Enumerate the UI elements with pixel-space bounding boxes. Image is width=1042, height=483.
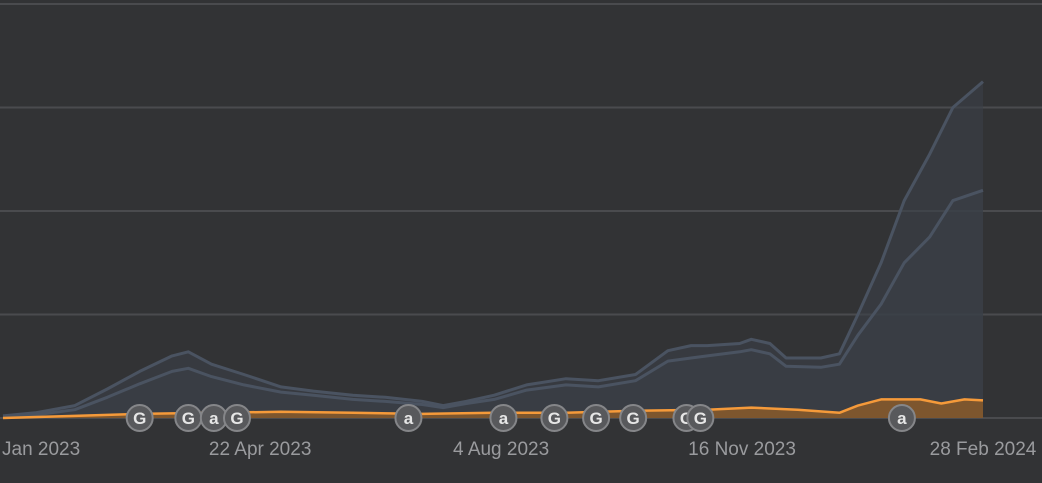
event-marker-circle bbox=[489, 404, 518, 432]
x-tick-label-0: Jan 2023 bbox=[2, 439, 80, 460]
event-marker-label: G bbox=[589, 409, 602, 428]
x-axis: Jan 2023 22 Apr 2023 4 Aug 2023 16 Nov 2023… bbox=[2, 439, 1037, 460]
x-tick-label-4: 28 Feb 2024 bbox=[930, 439, 1037, 460]
event-marker-a-5[interactable]: a bbox=[489, 404, 518, 432]
event-marker-label: a bbox=[499, 409, 509, 428]
event-marker-label: G bbox=[230, 409, 243, 428]
event-marker-label: G bbox=[133, 409, 146, 428]
marker-layer[interactable]: GGaGaaGGGGGa bbox=[125, 404, 916, 432]
event-marker-circle bbox=[887, 404, 916, 432]
event-marker-g-3[interactable]: G bbox=[222, 404, 251, 432]
event-marker-g-6[interactable]: G bbox=[540, 404, 569, 432]
series-area-1 bbox=[3, 190, 983, 418]
event-marker-label: a bbox=[897, 409, 907, 428]
event-marker-label: G bbox=[548, 409, 561, 428]
event-marker-a-4[interactable]: a bbox=[394, 404, 423, 432]
event-marker-circle bbox=[540, 404, 569, 432]
series-line-0 bbox=[2, 80, 984, 418]
x-tick-label-2: 4 Aug 2023 bbox=[453, 439, 549, 460]
event-marker-label: G bbox=[694, 409, 707, 428]
x-tick-label-3: 16 Nov 2023 bbox=[688, 439, 796, 460]
event-marker-label: G bbox=[627, 409, 640, 428]
x-tick-label-1: 22 Apr 2023 bbox=[209, 439, 311, 460]
event-marker-label: G bbox=[182, 409, 195, 428]
event-marker-label: a bbox=[404, 409, 414, 428]
event-marker-circle bbox=[686, 404, 715, 432]
event-marker-a-11[interactable]: a bbox=[887, 404, 916, 432]
event-marker-g-10[interactable]: G bbox=[686, 404, 715, 432]
event-marker-circle bbox=[582, 404, 611, 432]
event-marker-circle bbox=[125, 404, 154, 432]
series-line-1 bbox=[2, 188, 984, 419]
event-marker-circle bbox=[394, 404, 423, 432]
event-marker-g-7[interactable]: G bbox=[582, 404, 611, 432]
event-marker-label: a bbox=[209, 409, 219, 428]
event-marker-g-8[interactable]: G bbox=[619, 404, 648, 432]
event-marker-circle bbox=[619, 404, 648, 432]
event-marker-a-2[interactable]: a bbox=[199, 404, 228, 432]
event-marker-circle bbox=[222, 404, 251, 432]
event-marker-g-1[interactable]: G bbox=[174, 404, 203, 432]
event-marker-g-0[interactable]: G bbox=[125, 404, 154, 432]
